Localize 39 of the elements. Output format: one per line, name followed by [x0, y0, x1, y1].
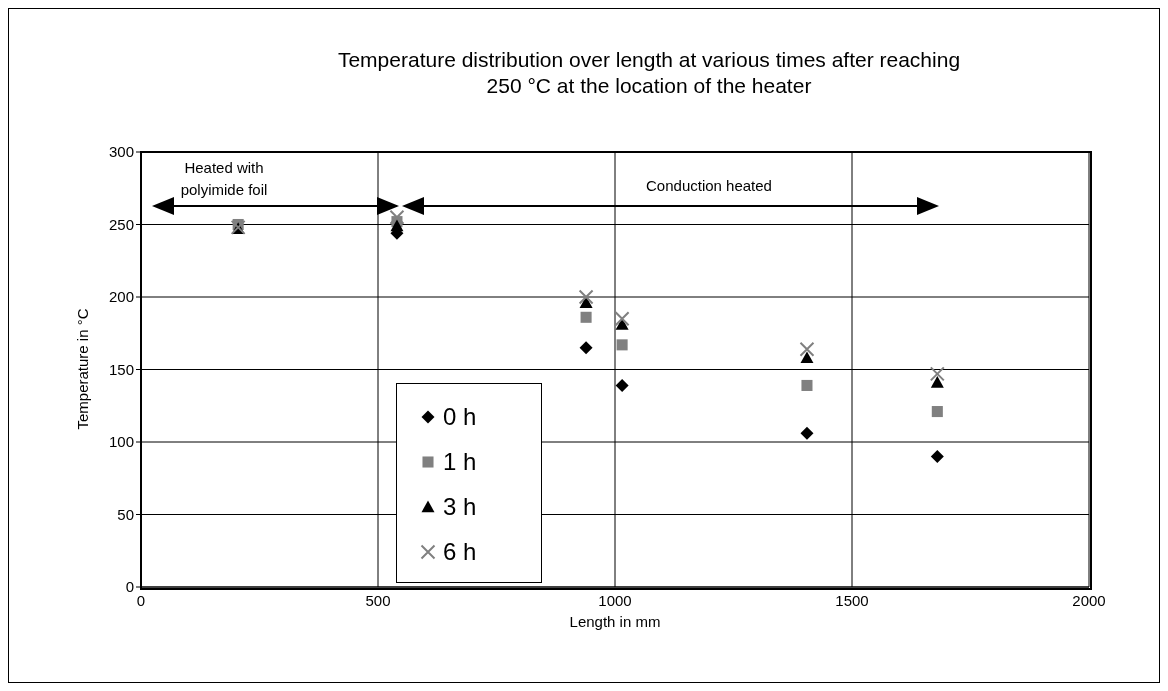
point: [930, 376, 944, 388]
annotation: Heated with polyimide foil: [179, 158, 269, 200]
point: [801, 379, 813, 391]
point: [929, 366, 945, 382]
x-tick-label: 0: [136, 591, 146, 609]
legend-label: 3 h: [443, 492, 477, 521]
x-axis-title: Length in mm: [569, 613, 661, 630]
x-tick-label: 1000: [598, 591, 632, 609]
point: [579, 296, 593, 308]
y-tick-label: 250: [108, 215, 134, 233]
y-axis-title: Temperature in °C: [74, 308, 92, 430]
annotation: Conduction heated: [645, 177, 773, 194]
point: [389, 209, 405, 225]
y-tick-label: 300: [108, 143, 134, 161]
point: [931, 406, 943, 418]
point: [800, 426, 814, 440]
legend-label: 0 h: [443, 402, 477, 431]
point: [579, 341, 593, 355]
point: [390, 219, 404, 232]
point: [615, 378, 629, 392]
x-tick-label: 2000: [1072, 591, 1106, 609]
y-tick-label: 100: [108, 433, 134, 451]
point: [930, 450, 944, 463]
point: [615, 318, 629, 330]
y-tick-label: 150: [108, 360, 134, 378]
y-tick-label: 200: [108, 288, 134, 306]
x-tick-label: 500: [365, 591, 391, 609]
point: [580, 311, 592, 323]
chart-title: Temperature distribution over length at various times after reaching 250 °C at the location of the heater: [336, 47, 962, 99]
legend-label: 1 h: [443, 447, 477, 476]
legend-label: 6 h: [443, 537, 477, 566]
y-tick-label: 0: [125, 578, 134, 596]
point: [578, 289, 594, 305]
x-tick-label: 1500: [835, 591, 869, 609]
point: [800, 351, 814, 364]
point: [799, 341, 815, 357]
point: [616, 339, 628, 351]
y-tick-label: 50: [117, 505, 134, 523]
point: [614, 311, 630, 327]
